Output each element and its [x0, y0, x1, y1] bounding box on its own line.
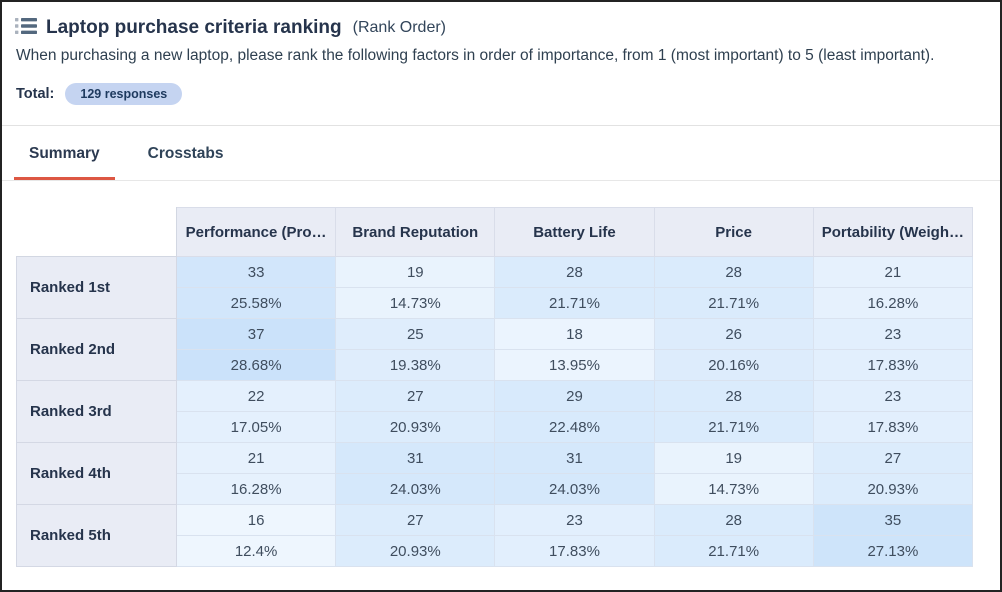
- count-cell: 19: [335, 256, 496, 288]
- percent-cell: 12.4%: [175, 535, 337, 567]
- column-header: Price: [653, 207, 814, 257]
- count-cell: 27: [812, 442, 974, 474]
- total-label: Total:: [16, 86, 55, 102]
- count-cell: 19: [653, 442, 814, 474]
- row-label: Ranked 5th: [16, 504, 177, 567]
- count-cell: 23: [812, 380, 974, 412]
- column-header: Brand Reputation: [335, 207, 496, 257]
- percent-cell: 13.95%: [494, 349, 655, 381]
- row-label: Ranked 2nd: [16, 318, 177, 381]
- percent-cell: 27.13%: [812, 535, 974, 567]
- percent-cell: 28.68%: [175, 349, 337, 381]
- count-row: Ranked 1st 33 19 28 28 21: [16, 256, 974, 319]
- ranking-table-container: Performance (Pro… Brand Reputation Battery…: [16, 207, 986, 567]
- tab-summary[interactable]: Summary: [14, 126, 115, 180]
- question-text: When purchasing a new laptop, please ran…: [16, 47, 935, 64]
- count-cell: 31: [335, 442, 496, 474]
- percent-cell: 14.73%: [335, 287, 496, 319]
- header-divider: [2, 125, 1000, 126]
- count-cell: 23: [812, 318, 974, 350]
- count-row: Ranked 2nd 37 25 18 26 23: [16, 318, 974, 381]
- count-cell: 28: [653, 256, 814, 288]
- responses-count-badge: 129 responses: [65, 83, 183, 105]
- column-header: Battery Life: [494, 207, 655, 257]
- count-cell: 28: [653, 380, 814, 412]
- percent-cell: 20.93%: [812, 473, 974, 505]
- tab-bar: Summary Crosstabs: [2, 126, 1000, 181]
- count-cell: 23: [494, 504, 655, 536]
- count-cell: 28: [653, 504, 814, 536]
- corner-cell: [16, 207, 177, 257]
- percent-cell: 14.73%: [653, 473, 814, 505]
- count-row: Ranked 3rd 22 27 29 28 23: [16, 380, 974, 443]
- percent-cell: 22.48%: [494, 411, 655, 443]
- question-header: Laptop purchase criteria ranking (Rank O…: [2, 2, 1000, 105]
- percent-cell: 21.71%: [653, 287, 814, 319]
- row-label: Ranked 4th: [16, 442, 177, 505]
- page-title: Laptop purchase criteria ranking: [46, 16, 342, 38]
- percent-cell: 16.28%: [175, 473, 337, 505]
- count-cell: 21: [812, 256, 974, 288]
- count-cell: 28: [494, 256, 655, 288]
- count-cell: 21: [175, 442, 337, 474]
- row-label: Ranked 3rd: [16, 380, 177, 443]
- count-cell: 27: [335, 380, 496, 412]
- percent-row: 16.28% 24.03% 24.03% 14.73% 20.93%: [17, 473, 974, 505]
- count-cell: 27: [335, 504, 496, 536]
- percent-cell: 21.71%: [653, 535, 814, 567]
- percent-row: 25.58% 14.73% 21.71% 21.71% 16.28%: [17, 287, 974, 319]
- count-cell: 22: [175, 380, 337, 412]
- column-header: Portability (Weigh…: [812, 207, 974, 257]
- percent-cell: 20.93%: [335, 535, 496, 567]
- count-cell: 26: [653, 318, 814, 350]
- count-row: Ranked 5th 16 27 23 28 35: [16, 504, 974, 567]
- count-cell: 31: [494, 442, 655, 474]
- percent-cell: 20.93%: [335, 411, 496, 443]
- rank-order-list-icon: [15, 17, 37, 40]
- percent-cell: 21.71%: [653, 411, 814, 443]
- count-cell: 37: [175, 318, 337, 350]
- percent-cell: 25.58%: [175, 287, 337, 319]
- question-type-label: (Rank Order): [352, 18, 446, 36]
- count-cell: 25: [335, 318, 496, 350]
- percent-cell: 21.71%: [494, 287, 655, 319]
- count-cell: 29: [494, 380, 655, 412]
- column-header: Performance (Pro…: [175, 207, 337, 257]
- percent-cell: 20.16%: [653, 349, 814, 381]
- percent-cell: 24.03%: [335, 473, 496, 505]
- percent-cell: 17.05%: [175, 411, 337, 443]
- count-cell: 18: [494, 318, 655, 350]
- percent-cell: 19.38%: [335, 349, 496, 381]
- percent-cell: 17.83%: [812, 349, 974, 381]
- percent-row: 12.4% 20.93% 17.83% 21.71% 27.13%: [17, 535, 974, 567]
- tab-crosstabs[interactable]: Crosstabs: [147, 145, 224, 162]
- percent-cell: 24.03%: [494, 473, 655, 505]
- percent-row: 28.68% 19.38% 13.95% 20.16% 17.83%: [17, 349, 974, 381]
- percent-cell: 17.83%: [494, 535, 655, 567]
- percent-cell: 17.83%: [812, 411, 974, 443]
- ranking-table: Performance (Pro… Brand Reputation Battery…: [16, 207, 974, 567]
- count-cell: 33: [175, 256, 337, 288]
- table-header-row: Performance (Pro… Brand Reputation Battery…: [16, 207, 974, 257]
- count-cell: 35: [812, 504, 974, 536]
- row-label: Ranked 1st: [16, 256, 177, 319]
- count-cell: 16: [175, 504, 337, 536]
- count-row: Ranked 4th 21 31 31 19 27: [16, 442, 974, 505]
- percent-cell: 16.28%: [812, 287, 974, 319]
